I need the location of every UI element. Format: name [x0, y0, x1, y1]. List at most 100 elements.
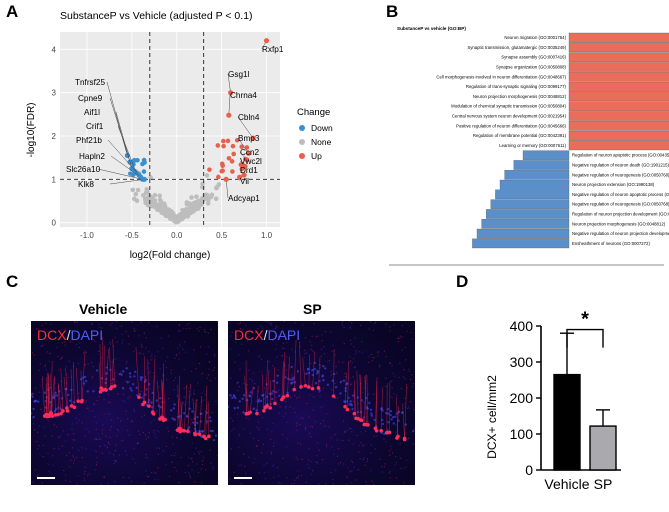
dapi-nucleus: [55, 346, 58, 349]
dcx-speckle: [175, 354, 178, 356]
dcx-cell: [56, 412, 60, 417]
dcx-speckle: [173, 466, 176, 469]
dapi-nucleus: [36, 447, 39, 450]
dcx-process: [112, 338, 115, 387]
dapi-nucleus: [268, 322, 271, 325]
dapi-nucleus: [321, 405, 324, 408]
dcx-speckle: [318, 449, 320, 451]
dapi-nucleus: [148, 383, 151, 386]
dapi-nucleus: [95, 456, 98, 459]
legend-title: Change: [297, 107, 330, 118]
dcx-speckle: [50, 387, 52, 389]
dcx-speckle: [114, 481, 116, 483]
dapi-nucleus: [346, 483, 349, 485]
dcx-speckle: [53, 378, 55, 380]
dcx-cell: [316, 386, 321, 390]
gene-leader-line: [117, 125, 137, 173]
dapi-nucleus: [186, 415, 189, 418]
dcx-speckle: [248, 456, 250, 458]
dcx-speckle: [33, 393, 35, 395]
none-point: [131, 196, 137, 202]
dapi-nucleus: [48, 470, 51, 473]
dapi-nucleus: [62, 429, 64, 432]
dcx-speckle: [95, 463, 98, 466]
dcx-speckle: [64, 341, 66, 343]
dcx-speckle: [239, 368, 241, 370]
dcx-cell: [285, 393, 290, 398]
y-tick-label: 0: [52, 219, 57, 228]
dcx-speckle: [104, 476, 106, 478]
dapi-nucleus: [270, 430, 273, 433]
dapi-nucleus: [150, 405, 154, 409]
dapi-nucleus: [136, 394, 139, 397]
dcx-speckle: [51, 455, 54, 457]
dcx-speckle: [145, 347, 147, 349]
dapi-nucleus: [166, 356, 169, 358]
go-term-label: Neuron migration (GO:0001764): [504, 35, 566, 40]
dapi-nucleus: [249, 432, 252, 435]
dcx-speckle: [357, 402, 359, 405]
dapi-nucleus: [332, 344, 334, 347]
dapi-nucleus: [122, 339, 124, 342]
dcx-speckle: [111, 361, 113, 363]
dcx-speckle: [313, 396, 315, 398]
dapi-nucleus: [292, 376, 295, 379]
dapi-nucleus: [408, 368, 410, 371]
go-bar: [568, 42, 669, 53]
dapi-nucleus: [82, 382, 86, 385]
dcx-speckle: [403, 369, 405, 371]
dcx-speckle: [362, 459, 364, 461]
dcx-speckle: [129, 396, 131, 398]
up-point: [229, 159, 235, 164]
dapi-nucleus: [208, 360, 211, 363]
up-point: [238, 162, 244, 168]
dcx-process: [180, 401, 183, 431]
dcx-speckle: [288, 366, 291, 368]
dapi-nucleus: [88, 409, 91, 412]
dapi-nucleus: [294, 322, 297, 324]
x-tick-label: -0.5: [125, 231, 139, 240]
dapi-nucleus: [71, 423, 74, 425]
dcx-speckle: [351, 322, 353, 324]
volcano-title: SubstanceP vs Vehicle (adjusted P < 0.1): [60, 10, 253, 22]
dapi-nucleus: [310, 460, 313, 463]
dcx-speckle: [320, 423, 322, 425]
panel-label-a: A: [6, 2, 19, 21]
dcx-speckle: [143, 332, 145, 334]
panel-label-c: C: [6, 272, 19, 291]
dcx-speckle: [60, 380, 62, 382]
go-bar: [568, 62, 669, 72]
dcx-speckle: [174, 417, 176, 420]
dapi-nucleus: [85, 427, 88, 430]
dcx-speckle: [158, 447, 161, 449]
dapi-nucleus: [102, 423, 104, 426]
go-term-label: Learning or memory (GO:0007611): [499, 143, 566, 148]
dcx-speckle: [311, 426, 314, 428]
dcx-speckle: [155, 472, 157, 474]
dapi-nucleus: [182, 327, 185, 330]
dapi-nucleus: [134, 370, 137, 374]
dcx-speckle: [189, 475, 191, 477]
dcx-speckle: [130, 480, 133, 482]
dapi-nucleus: [370, 412, 373, 415]
dapi-nucleus: [184, 351, 187, 354]
dcx-speckle: [275, 325, 277, 327]
dcx-speckle: [357, 469, 360, 471]
dcx-speckle: [316, 462, 318, 464]
dcx-process: [101, 337, 104, 390]
dapi-nucleus: [326, 383, 330, 386]
dcx-speckle: [383, 438, 385, 440]
dcx-speckle: [310, 435, 312, 438]
dapi-nucleus: [87, 430, 90, 433]
dapi-nucleus: [155, 399, 158, 402]
dapi-nucleus: [286, 438, 288, 440]
dcx-speckle: [42, 444, 44, 447]
none-point: [157, 197, 163, 203]
dapi-nucleus: [146, 456, 149, 459]
dapi-nucleus: [121, 333, 124, 336]
dapi-nucleus: [173, 403, 176, 406]
dapi-nucleus: [248, 395, 251, 398]
dcx-speckle: [107, 401, 110, 403]
dapi-nucleus: [260, 370, 263, 373]
dapi-nucleus: [120, 440, 123, 442]
